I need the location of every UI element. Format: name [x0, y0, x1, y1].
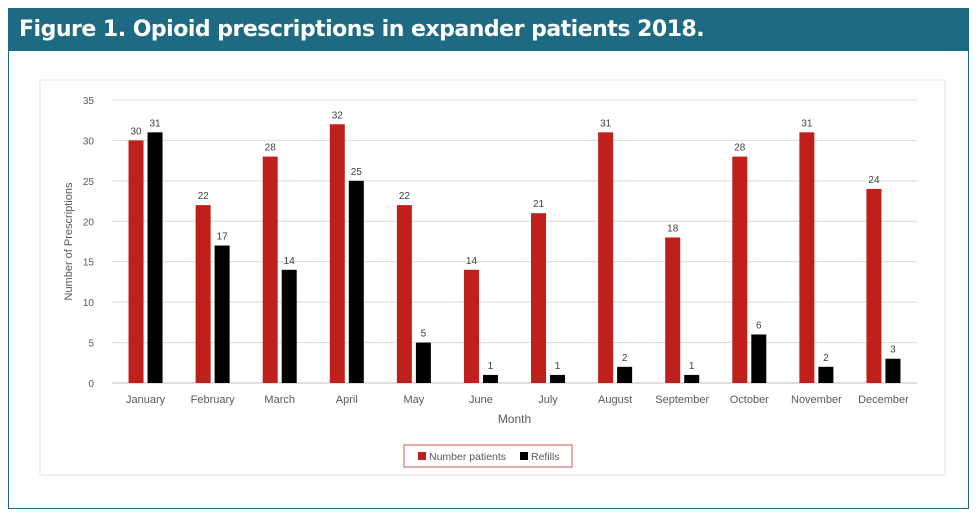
x-tick-label: May: [403, 394, 424, 406]
bar-number-patients: [665, 237, 681, 383]
bar-number-patients: [128, 140, 144, 383]
data-label: 32: [332, 110, 344, 121]
y-tick-label: 25: [83, 177, 95, 188]
x-tick-label: June: [469, 394, 493, 406]
x-tick-label: January: [126, 394, 166, 406]
bar-refills: [482, 374, 498, 383]
y-tick-label: 35: [83, 96, 95, 107]
bar-number-patients: [262, 156, 278, 383]
data-label: 1: [555, 361, 561, 372]
data-label: 18: [667, 223, 679, 234]
data-label: 25: [351, 167, 363, 178]
x-tick-label: December: [858, 394, 909, 406]
x-tick-label: April: [336, 394, 358, 406]
data-label: 14: [284, 256, 296, 267]
data-label: 22: [399, 191, 411, 202]
bar-refills: [550, 374, 566, 383]
bar-refills: [751, 334, 767, 383]
data-label: 31: [600, 118, 612, 129]
data-label: 17: [217, 232, 229, 243]
data-label: 22: [198, 191, 210, 202]
bar-refills: [281, 269, 297, 383]
data-label: 1: [689, 361, 695, 372]
y-tick-label: 0: [88, 379, 94, 390]
data-label: 21: [533, 199, 545, 210]
bar-number-patients: [463, 269, 479, 383]
x-axis-label: Month: [498, 412, 531, 426]
data-label: 31: [801, 118, 813, 129]
figure-title: Figure 1. Opioid prescriptions in expand…: [9, 9, 968, 51]
data-label: 2: [622, 353, 628, 364]
x-tick-label: November: [791, 394, 842, 406]
x-tick-label: September: [655, 394, 709, 406]
bar-refills: [684, 374, 700, 383]
y-tick-label: 5: [88, 339, 94, 350]
data-label: 1: [488, 361, 494, 372]
data-label: 30: [130, 126, 142, 137]
y-tick-label: 10: [83, 298, 95, 309]
bar-number-patients: [866, 188, 882, 383]
bar-number-patients: [396, 205, 412, 383]
data-label: 14: [466, 256, 478, 267]
x-tick-label: July: [538, 394, 558, 406]
bar-refills: [415, 342, 431, 383]
x-tick-label: October: [730, 394, 769, 406]
data-label: 28: [265, 143, 277, 154]
bar-refills: [147, 132, 163, 383]
x-tick-label: August: [598, 394, 632, 406]
chart-area-border: [39, 79, 946, 476]
data-label: 24: [868, 175, 880, 186]
data-label: 31: [149, 118, 161, 129]
x-tick-label: February: [191, 394, 236, 406]
data-label: 6: [756, 320, 762, 331]
data-label: 5: [421, 329, 427, 340]
y-axis-label: Number of Prescriptions: [63, 182, 75, 300]
bar-number-patients: [799, 132, 815, 383]
bar-refills: [818, 366, 834, 383]
legend-swatch: [418, 452, 426, 460]
legend-label: Refills: [531, 451, 560, 463]
data-label: 28: [734, 143, 746, 154]
bar-refills: [885, 358, 901, 383]
data-label: 2: [823, 353, 829, 364]
x-tick-label: March: [264, 394, 295, 406]
bar-refills: [617, 366, 633, 383]
y-tick-label: 30: [83, 136, 95, 147]
bar-number-patients: [329, 124, 345, 383]
bar-number-patients: [598, 132, 614, 383]
legend-label: Number patients: [429, 451, 506, 463]
data-label: 3: [890, 345, 896, 356]
legend-swatch: [520, 452, 528, 460]
bar-refills: [348, 180, 364, 383]
bar-number-patients: [732, 156, 748, 383]
bar-number-patients: [531, 213, 547, 383]
legend: [403, 444, 573, 468]
bar-refills: [214, 245, 230, 383]
y-tick-label: 15: [83, 258, 95, 269]
bar-number-patients: [195, 205, 211, 383]
y-tick-label: 20: [83, 217, 95, 228]
